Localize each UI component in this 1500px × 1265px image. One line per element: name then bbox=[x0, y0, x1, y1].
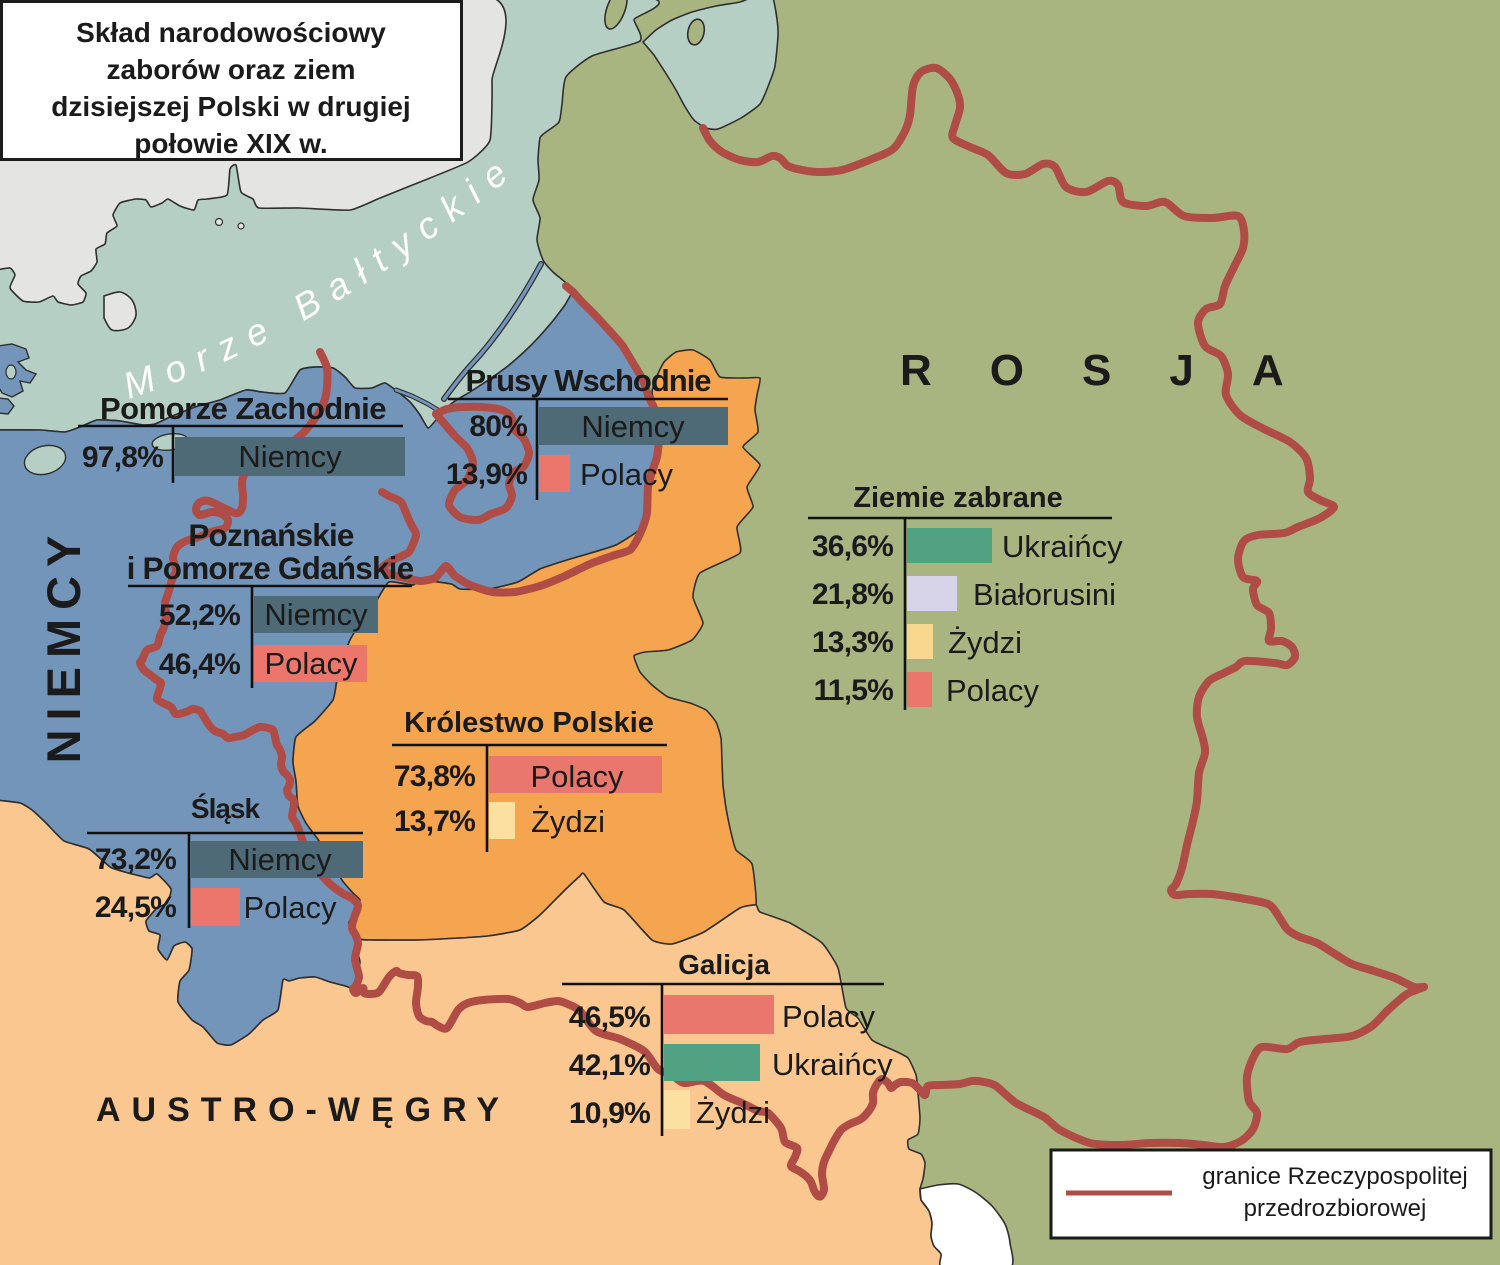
svg-text:Prusy Wschodnie: Prusy Wschodnie bbox=[465, 363, 711, 398]
svg-text:Białorusini: Białorusini bbox=[973, 577, 1116, 612]
svg-text:Niemcy: Niemcy bbox=[264, 597, 368, 632]
svg-text:Żydzi: Żydzi bbox=[948, 625, 1022, 660]
svg-text:ROSJA: ROSJA bbox=[900, 346, 1342, 395]
svg-text:Polacy: Polacy bbox=[782, 999, 876, 1034]
svg-text:Polacy: Polacy bbox=[243, 890, 337, 925]
svg-text:46,5%: 46,5% bbox=[569, 1001, 650, 1034]
svg-text:Żydzi: Żydzi bbox=[696, 1095, 770, 1130]
svg-text:10,9%: 10,9% bbox=[569, 1097, 650, 1130]
svg-text:Niemcy: Niemcy bbox=[228, 842, 332, 877]
svg-text:13,7%: 13,7% bbox=[394, 805, 475, 838]
svg-text:Polacy: Polacy bbox=[264, 646, 358, 681]
svg-text:Niemcy: Niemcy bbox=[581, 409, 685, 444]
svg-text:80%: 80% bbox=[469, 410, 527, 443]
svg-text:granice Rzeczypospolitej: granice Rzeczypospolitej bbox=[1202, 1163, 1467, 1190]
svg-text:13,9%: 13,9% bbox=[446, 458, 527, 491]
svg-text:52,2%: 52,2% bbox=[159, 599, 240, 632]
svg-text:NIEMCY: NIEMCY bbox=[37, 527, 90, 764]
svg-text:Niemcy: Niemcy bbox=[238, 439, 342, 474]
svg-text:Żydzi: Żydzi bbox=[531, 804, 605, 839]
svg-text:i Pomorze Gdańskie: i Pomorze Gdańskie bbox=[127, 550, 414, 586]
svg-text:Skład narodowościowy: Skład narodowościowy bbox=[76, 17, 386, 48]
svg-text:Ukraińcy: Ukraińcy bbox=[772, 1047, 893, 1082]
svg-text:73,8%: 73,8% bbox=[394, 760, 475, 793]
svg-text:połowie XIX w.: połowie XIX w. bbox=[134, 128, 327, 159]
svg-text:przedrozbiorowej: przedrozbiorowej bbox=[1244, 1195, 1427, 1222]
svg-text:Polacy: Polacy bbox=[580, 457, 674, 492]
svg-text:46,4%: 46,4% bbox=[159, 648, 240, 681]
svg-text:Polacy: Polacy bbox=[946, 673, 1040, 708]
svg-text:36,6%: 36,6% bbox=[812, 530, 893, 563]
svg-text:Polacy: Polacy bbox=[530, 759, 624, 794]
svg-text:dzisiejszej Polski w drugiej: dzisiejszej Polski w drugiej bbox=[51, 91, 410, 122]
svg-text:24,5%: 24,5% bbox=[95, 891, 176, 924]
svg-text:13,3%: 13,3% bbox=[812, 626, 893, 659]
svg-text:21,8%: 21,8% bbox=[812, 578, 893, 611]
svg-text:Pomorze Zachodnie: Pomorze Zachodnie bbox=[100, 391, 386, 426]
svg-text:Galicja: Galicja bbox=[678, 949, 770, 980]
svg-text:Królestwo Polskie: Królestwo Polskie bbox=[404, 707, 654, 739]
svg-text:11,5%: 11,5% bbox=[814, 674, 894, 707]
svg-text:zaborów oraz ziem: zaborów oraz ziem bbox=[107, 54, 356, 85]
svg-text:AUSTRO-WĘGRY: AUSTRO-WĘGRY bbox=[96, 1091, 510, 1129]
svg-text:97,8%: 97,8% bbox=[82, 441, 163, 474]
svg-text:73,2%: 73,2% bbox=[95, 843, 176, 876]
svg-text:Śląsk: Śląsk bbox=[191, 793, 261, 824]
svg-text:42,1%: 42,1% bbox=[569, 1049, 650, 1082]
svg-text:Ukraińcy: Ukraińcy bbox=[1002, 529, 1123, 564]
svg-text:Ziemie zabrane: Ziemie zabrane bbox=[853, 482, 1063, 514]
svg-text:Poznańskie: Poznańskie bbox=[188, 517, 354, 553]
